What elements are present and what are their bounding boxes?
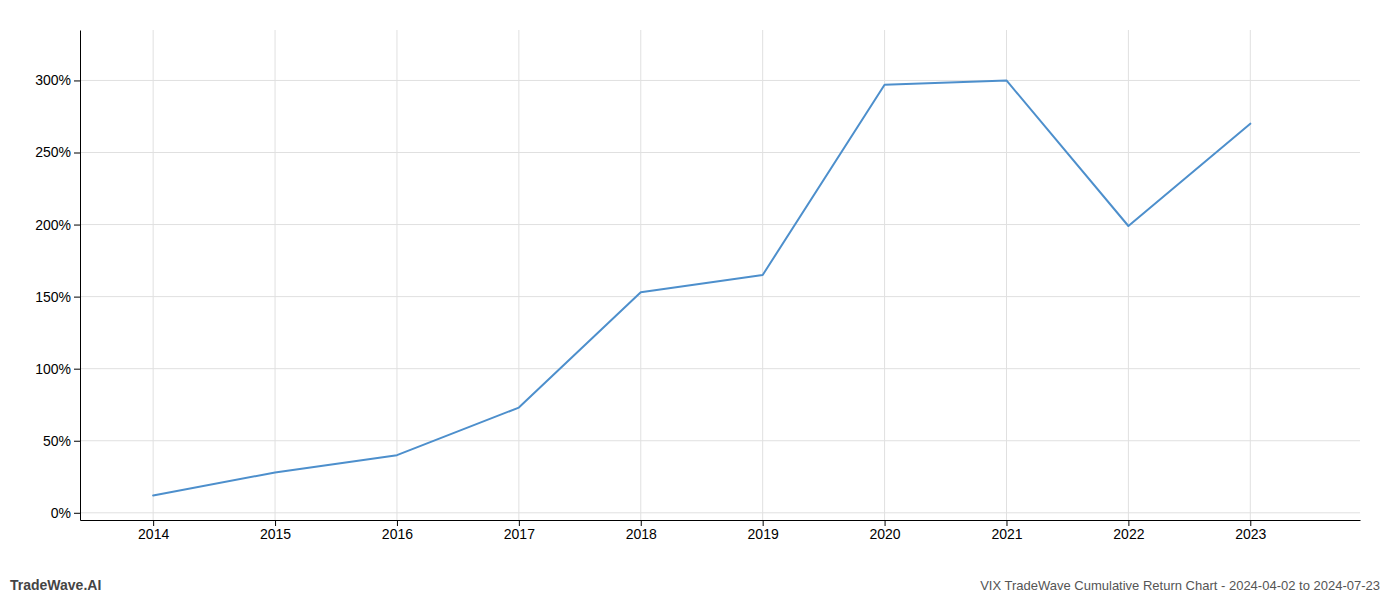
x-axis-line [81,520,1361,521]
y-tick: 100% [35,361,80,377]
x-tick-label: 2016 [382,526,413,542]
x-tick-label: 2019 [748,526,779,542]
y-tick-label: 0% [51,505,71,521]
y-tick-mark [74,80,80,81]
grid-line-y [80,152,1360,153]
grid-line-y [80,224,1360,225]
grid-line-x [153,30,154,520]
grid-line-x [1006,30,1007,520]
y-tick-label: 150% [35,289,71,305]
y-tick-label: 300% [35,72,71,88]
grid-line-x [275,30,276,520]
grid-line-x [518,30,519,520]
x-axis: 2014 2015 2016 2017 2018 2019 2020 2021 2022 2023 [81,520,1361,542]
plot-area [153,80,1250,495]
x-tick: 2019 [748,520,779,542]
line [153,80,1250,495]
x-tick: 2018 [626,520,657,542]
x-tick-label: 2020 [869,526,900,542]
y-tick: 50% [43,433,80,449]
x-tick-label: 2017 [504,526,535,542]
x-tick: 2014 [138,520,169,542]
y-tick-mark [74,441,80,442]
x-tick: 2017 [504,520,535,542]
grid [80,30,1360,520]
x-tick: 2015 [260,520,291,542]
x-tick-label: 2023 [1235,526,1266,542]
y-tick: 300% [35,72,80,88]
y-tick-mark [74,153,80,154]
grid-line-y [80,80,1360,81]
x-tick-label: 2021 [991,526,1022,542]
title: VIX TradeWave Cumulative Return Chart - … [980,578,1380,593]
grid-line-x [884,30,885,520]
x-tick: 2020 [869,520,900,542]
grid-line-y [80,368,1360,369]
grid-line-y [80,512,1360,513]
y-tick: 150% [35,289,80,305]
grid-line-x [396,30,397,520]
x-tick-label: 2014 [138,526,169,542]
grid-line-x [1128,30,1129,520]
y-tick-mark [74,369,80,370]
y-axis: 0% 50% 100% 150% 200% 250% 300% [35,31,80,521]
y-tick: 0% [51,505,80,521]
y-tick-label: 200% [35,217,71,233]
grid-line-x [640,30,641,520]
grid-line-y [80,440,1360,441]
y-axis-line [80,31,81,521]
chart: 2014 2015 2016 2017 2018 2019 2020 2021 2022 2023… [0,0,1400,600]
y-tick-label: 100% [35,361,71,377]
y-tick-label: 250% [35,144,71,160]
x-tick: 2016 [382,520,413,542]
y-tick-label: 50% [43,433,71,449]
x-tick-label: 2018 [626,526,657,542]
x-tick: 2023 [1235,520,1266,542]
x-tick-label: 2022 [1113,526,1144,542]
grid-line-y [80,296,1360,297]
y-tick-mark [74,297,80,298]
y-tick: 250% [35,144,80,160]
x-tick: 2022 [1113,520,1144,542]
watermark: TradeWave.AI [10,577,101,593]
y-tick-mark [74,513,80,514]
y-tick-mark [74,225,80,226]
y-tick: 200% [35,217,80,233]
x-tick-label: 2015 [260,526,291,542]
x-tick: 2021 [991,520,1022,542]
grid-line-x [1250,30,1251,520]
